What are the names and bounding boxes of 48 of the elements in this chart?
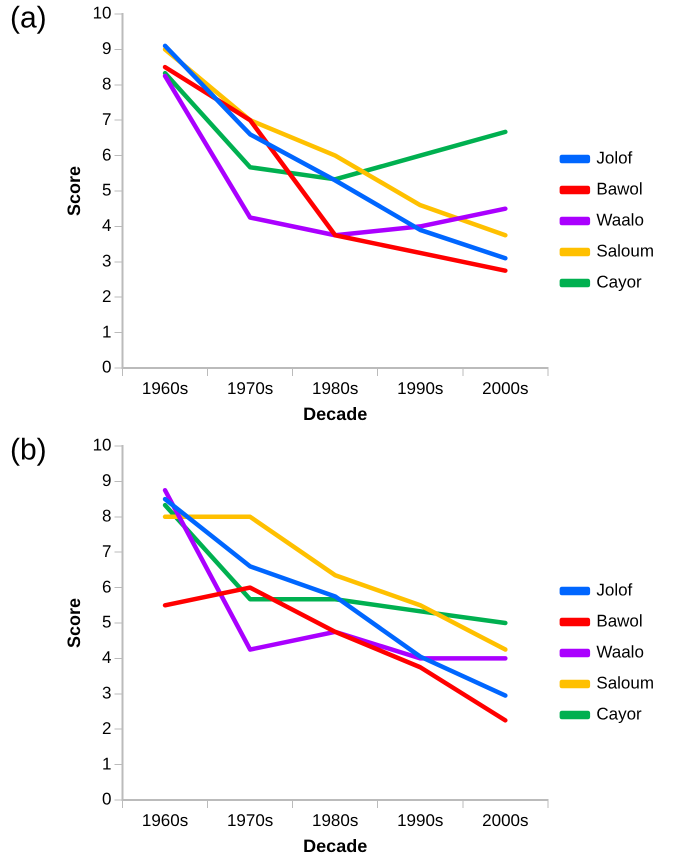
y-tick-label: 8	[102, 74, 112, 94]
y-tick-label: 3	[102, 251, 112, 270]
y-tick-label: 10	[92, 436, 112, 455]
y-axis-title: Score	[64, 598, 84, 648]
x-axis-title: Decade	[303, 836, 368, 856]
y-tick-label: 10	[92, 4, 112, 23]
y-tick-label: 9	[102, 471, 112, 490]
legend-label: Waalo	[596, 642, 644, 662]
y-tick-label: 7	[102, 542, 112, 561]
x-tick-label: 1980s	[312, 810, 358, 830]
legend-label: Jolof	[596, 148, 633, 168]
y-tick-label: 8	[102, 506, 112, 526]
y-tick-label: 9	[102, 39, 112, 58]
x-tick-label: 2000s	[482, 810, 528, 830]
y-tick-label: 4	[102, 648, 112, 668]
x-tick-label: 1990s	[397, 810, 444, 830]
x-tick-label: 1960s	[142, 810, 188, 830]
x-axis-title: Decade	[303, 404, 368, 424]
x-tick-label: 1960s	[142, 378, 188, 398]
legend-label: Cayor	[596, 272, 642, 292]
x-tick-label: 1990s	[397, 378, 444, 398]
y-tick-label: 3	[102, 683, 112, 702]
legend-label: Waalo	[596, 210, 644, 230]
y-tick-label: 5	[102, 612, 112, 632]
y-tick-label: 1	[102, 754, 112, 774]
legend-label: Bawol	[596, 180, 643, 199]
y-tick-label: 4	[102, 216, 112, 236]
legend-label: Bawol	[596, 612, 643, 631]
y-tick-label: 2	[102, 286, 112, 306]
y-tick-label: 1	[102, 322, 112, 342]
y-axis-title: Score	[64, 166, 84, 216]
y-tick-label: 0	[102, 358, 112, 377]
legend-label: Saloum	[596, 242, 654, 261]
legend-label: Saloum	[596, 674, 654, 693]
y-tick-label: 5	[102, 180, 112, 200]
x-tick-label: 2000s	[482, 378, 528, 398]
y-tick-label: 2	[102, 718, 112, 738]
legend-label: Cayor	[596, 704, 642, 724]
chart-title: (b)	[10, 433, 47, 466]
y-tick-label: 7	[102, 110, 112, 129]
legend-label: Jolof	[596, 580, 633, 600]
x-tick-label: 1970s	[226, 810, 274, 830]
x-tick-label: 1970s	[226, 378, 274, 398]
y-tick-label: 6	[102, 577, 112, 596]
x-tick-label: 1980s	[312, 378, 358, 398]
y-tick-label: 6	[102, 145, 112, 164]
chart-title: (a)	[10, 1, 47, 34]
y-tick-label: 0	[102, 790, 112, 809]
